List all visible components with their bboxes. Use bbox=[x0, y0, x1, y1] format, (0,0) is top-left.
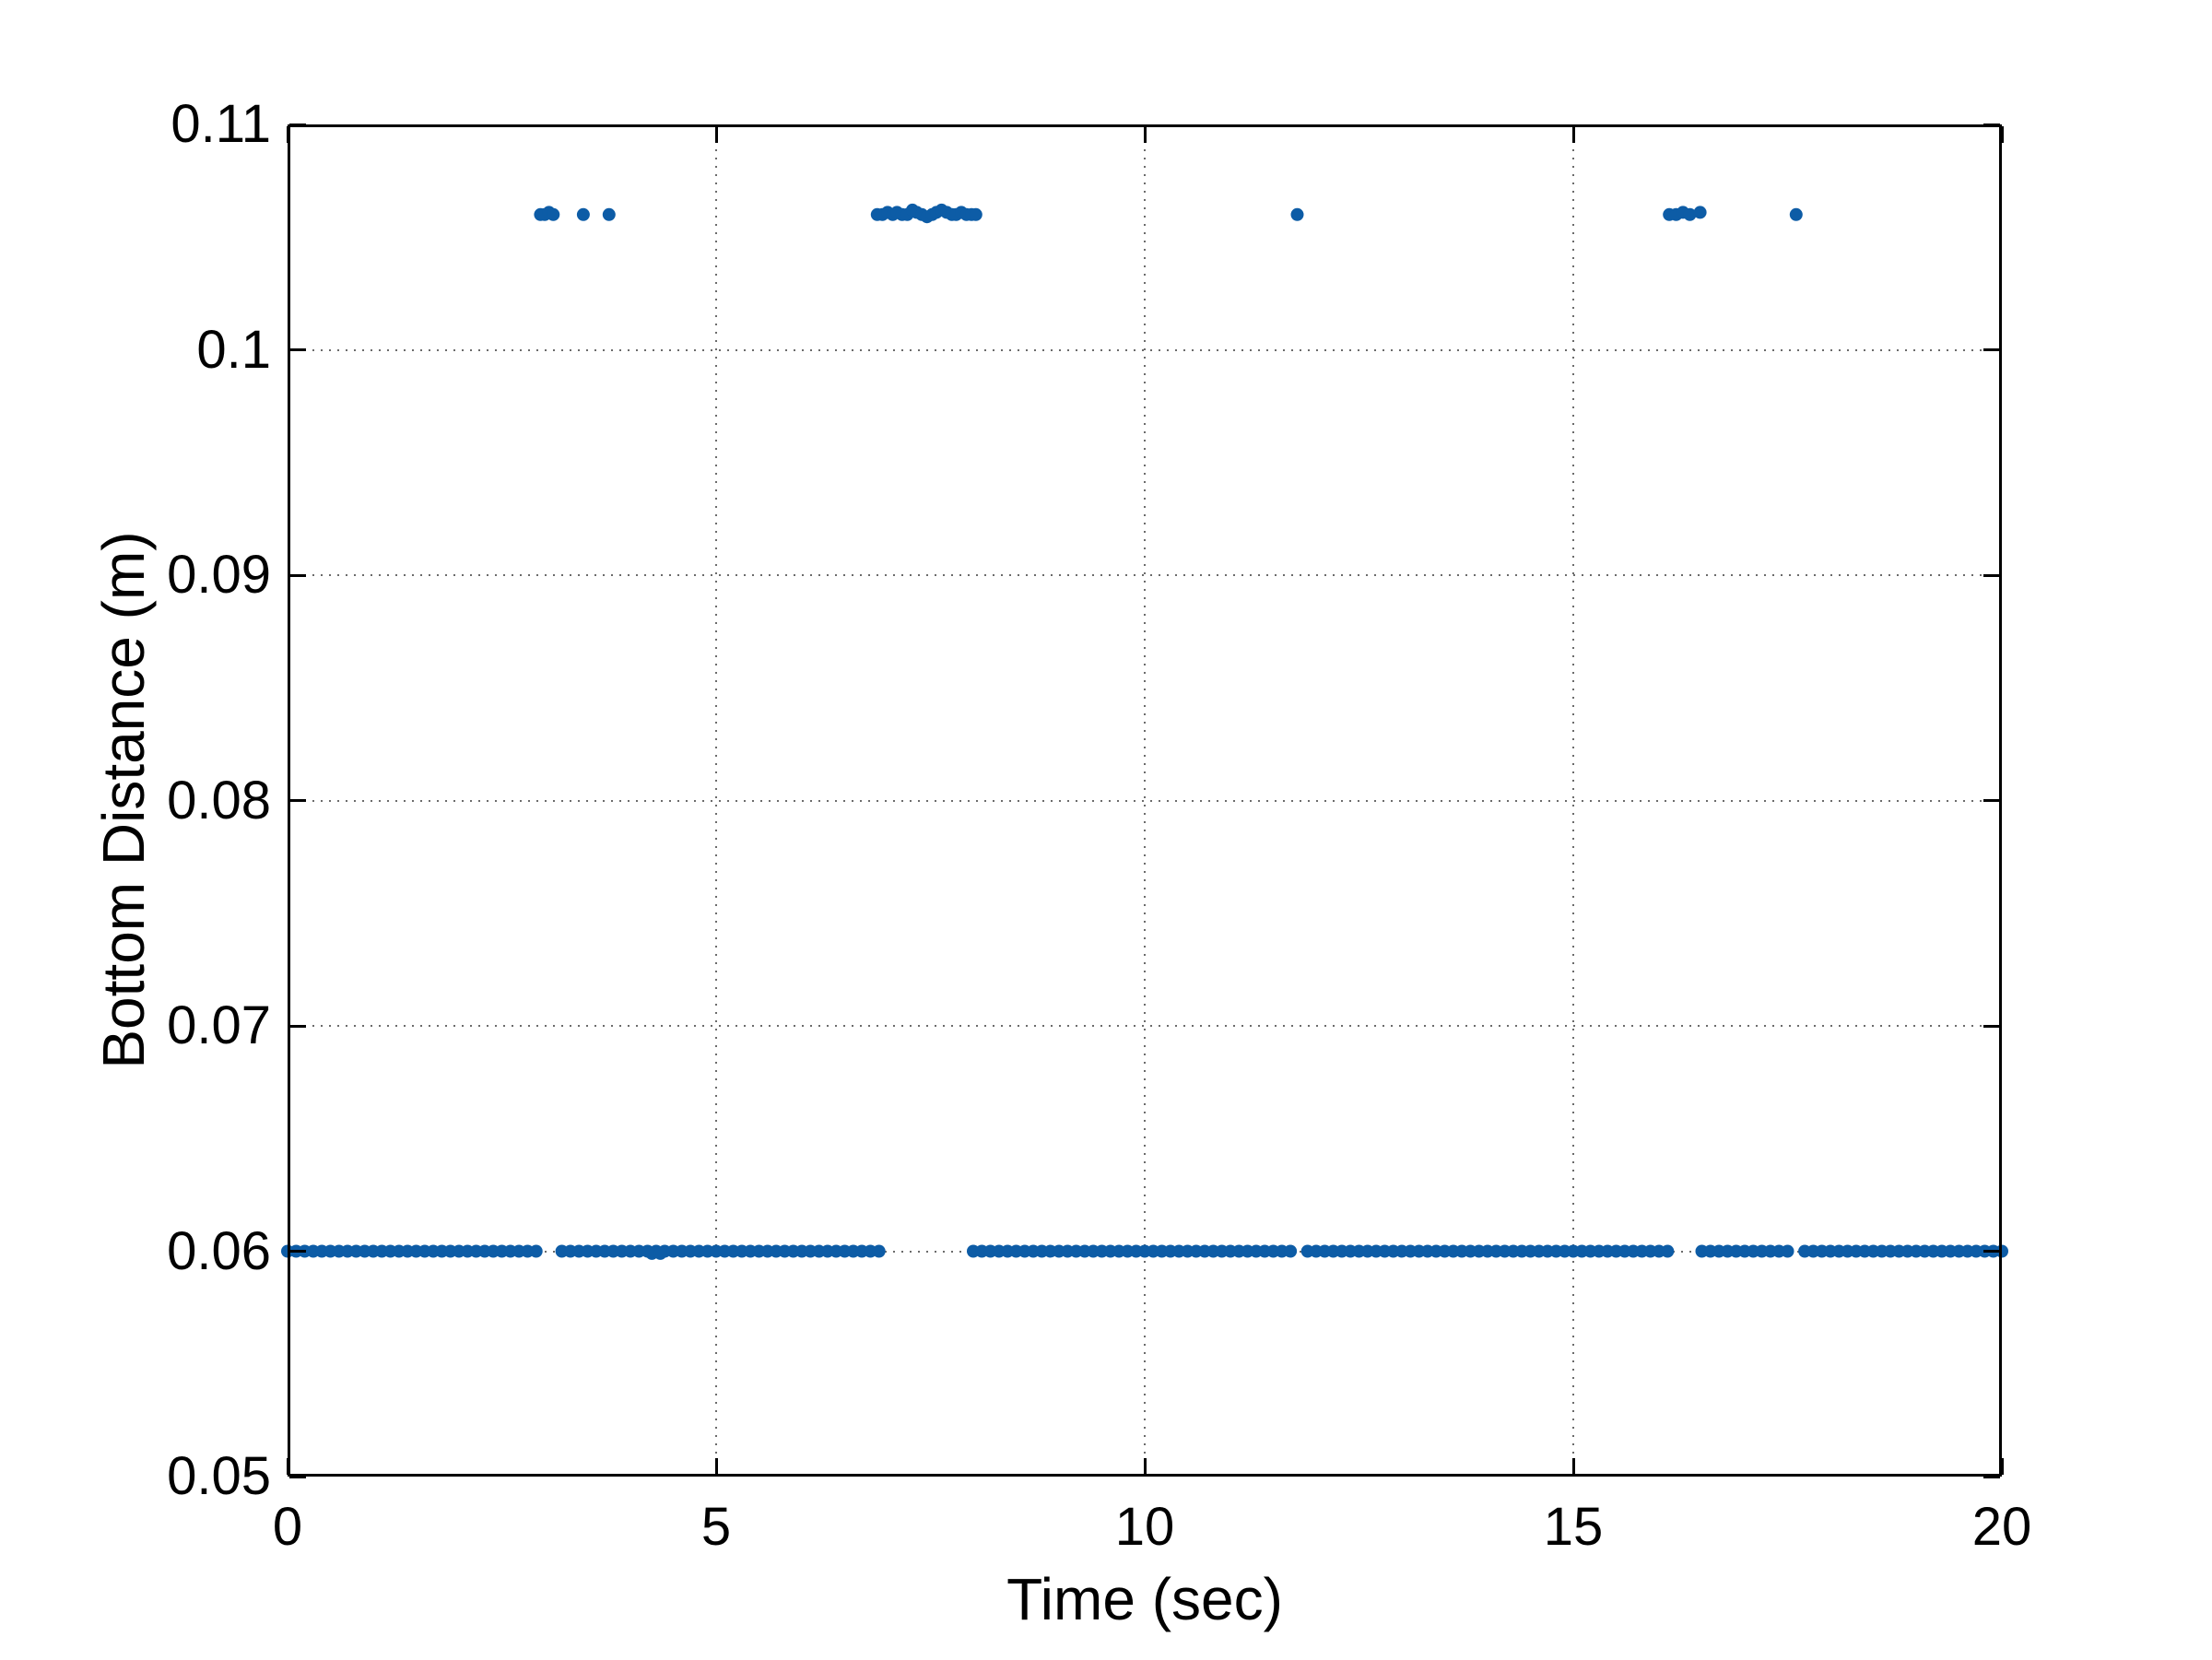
y-tick-label: 0.06 bbox=[167, 1220, 271, 1281]
y-tick-left bbox=[289, 348, 306, 351]
x-tick-top bbox=[1143, 126, 1147, 143]
scatter-series bbox=[281, 203, 2008, 1260]
y-tick-label: 0.09 bbox=[167, 545, 271, 605]
y-tick-left bbox=[289, 1250, 306, 1253]
x-tick-top bbox=[286, 126, 289, 143]
data-point bbox=[1995, 1244, 2008, 1258]
x-tick-label: 0 bbox=[272, 1497, 303, 1557]
data-point bbox=[969, 207, 982, 221]
y-tick-label: 0.1 bbox=[196, 319, 271, 380]
data-point bbox=[653, 1246, 667, 1260]
data-point bbox=[1290, 207, 1304, 221]
data-point bbox=[872, 1244, 886, 1258]
x-tick-top bbox=[714, 126, 718, 143]
y-tick-right bbox=[1983, 1024, 2000, 1028]
x-tick-bottom bbox=[2000, 1458, 2004, 1475]
x-tick-label: 15 bbox=[1543, 1497, 1604, 1557]
data-point bbox=[576, 207, 590, 221]
y-axis-label: Bottom Distance (m) bbox=[90, 531, 157, 1069]
y-tick-left bbox=[289, 573, 306, 577]
y-tick-right bbox=[1983, 799, 2000, 802]
y-tick-right bbox=[1983, 1475, 2000, 1478]
x-tick-label: 5 bbox=[700, 1497, 732, 1557]
y-tick-right bbox=[1983, 573, 2000, 577]
data-point bbox=[547, 207, 560, 221]
x-tick-top bbox=[1571, 126, 1575, 143]
gridline-horizontal bbox=[288, 348, 2002, 351]
gridline-horizontal bbox=[288, 1025, 2002, 1027]
gridline-horizontal bbox=[288, 799, 2002, 802]
y-tick-right bbox=[1983, 123, 2000, 126]
x-tick-bottom bbox=[714, 1458, 718, 1475]
data-point bbox=[1683, 207, 1697, 221]
x-tick-bottom bbox=[286, 1458, 289, 1475]
data-point bbox=[1789, 207, 1803, 221]
y-tick-label: 0.11 bbox=[171, 94, 271, 154]
data-point bbox=[602, 207, 616, 221]
y-tick-right bbox=[1983, 348, 2000, 351]
x-axis-label: Time (sec) bbox=[1006, 1566, 1283, 1632]
y-tick-label: 0.07 bbox=[167, 995, 271, 1055]
y-tick-left bbox=[289, 1475, 306, 1478]
data-point bbox=[1781, 1244, 1794, 1258]
y-tick-right bbox=[1983, 1250, 2000, 1253]
data-point bbox=[529, 1244, 543, 1258]
x-tick-top bbox=[2000, 126, 2004, 143]
data-point bbox=[1693, 206, 1707, 219]
y-tick-label: 0.05 bbox=[167, 1446, 271, 1506]
x-tick-bottom bbox=[1571, 1458, 1575, 1475]
x-tick-bottom bbox=[1143, 1458, 1147, 1475]
x-tick-label: 10 bbox=[1114, 1497, 1175, 1557]
data-point bbox=[1284, 1244, 1298, 1258]
data-point bbox=[1661, 1244, 1675, 1258]
x-tick-label: 20 bbox=[1971, 1497, 2032, 1557]
y-tick-left bbox=[289, 123, 306, 126]
y-tick-left bbox=[289, 1024, 306, 1028]
gridline-horizontal bbox=[288, 574, 2002, 576]
y-tick-label: 0.08 bbox=[167, 770, 271, 830]
y-tick-left bbox=[289, 799, 306, 802]
